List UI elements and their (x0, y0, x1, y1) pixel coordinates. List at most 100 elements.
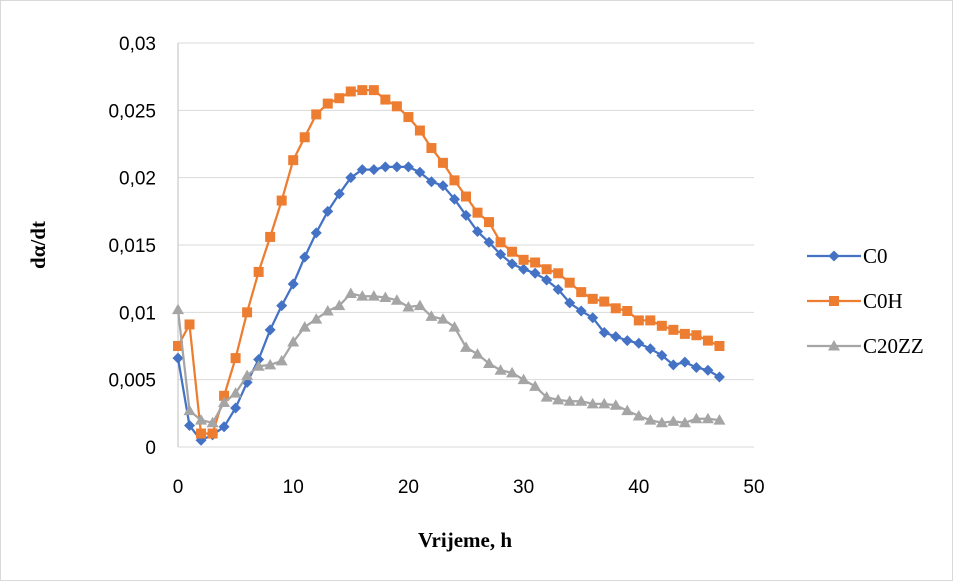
data-point-c0h (357, 85, 368, 96)
legend-label-c20zz: C20ZZ (863, 334, 924, 358)
data-point-c0 (437, 180, 449, 192)
data-point-c0h (276, 195, 287, 206)
data-point-c0 (656, 349, 668, 361)
y-tick-label: 0,015 (108, 236, 156, 257)
data-point-c0h (449, 175, 460, 186)
data-point-c20zz (575, 395, 588, 406)
data-point-c0 (644, 343, 656, 355)
data-point-c20zz (379, 291, 392, 303)
data-point-c20zz (563, 395, 576, 406)
data-point-c20zz (344, 287, 357, 298)
data-point-c0 (264, 324, 276, 336)
data-point-c0 (218, 421, 230, 433)
data-point-c0 (667, 359, 679, 371)
y-tick-label: 0,02 (119, 169, 156, 190)
data-point-c0 (184, 419, 196, 431)
data-point-c20zz (471, 348, 484, 359)
legend-label-c0h: C0H (863, 289, 903, 313)
data-point-c0 (690, 362, 702, 374)
data-point-c0 (633, 337, 645, 349)
data-point-c20zz (206, 416, 219, 428)
data-point-c0 (702, 364, 714, 376)
data-point-c20zz (483, 357, 496, 369)
data-point-c20zz (644, 414, 657, 425)
data-point-c20zz (586, 397, 599, 409)
data-point-c0h (196, 428, 207, 439)
x-axis-title: Vrijeme, h (418, 528, 512, 552)
data-point-c0 (529, 267, 541, 279)
data-point-c0 (310, 227, 322, 239)
x-tick-label: 50 (743, 477, 764, 498)
data-point-c0h (702, 335, 713, 346)
data-point-c0 (322, 205, 334, 217)
y-tick-label: 0,025 (108, 101, 156, 122)
axis-layer: Vrijeme, h dα/dt 0 0,005 0,01 0,015 0,02 0,02… (26, 34, 765, 552)
data-point-c20zz (195, 414, 208, 425)
data-point-c0h (414, 125, 425, 136)
legend-label-c0: C0 (863, 244, 888, 268)
data-point-c0h (219, 390, 230, 401)
data-point-c0h (576, 287, 587, 298)
data-point-c0 (276, 300, 288, 312)
data-point-c0h (668, 324, 679, 335)
data-point-c0h (173, 341, 183, 351)
legend-item-c20zz: C20ZZ (807, 334, 924, 358)
data-point-c0 (483, 236, 495, 248)
y-tick-label: 0,01 (119, 303, 156, 324)
data-point-c0 (575, 305, 587, 317)
data-point-c0h (437, 157, 448, 168)
data-point-c20zz (609, 399, 622, 410)
data-point-c0h (288, 155, 299, 166)
data-point-c0h (265, 231, 276, 242)
data-point-c0h (587, 293, 598, 304)
series-c20zz (172, 287, 726, 428)
data-point-c0h (610, 303, 621, 314)
data-point-c20zz (390, 294, 403, 305)
data-point-c0h (530, 257, 541, 268)
data-point-c20zz (529, 380, 542, 391)
data-point-c0h (518, 254, 529, 265)
data-point-c0h (622, 305, 633, 316)
data-point-c20zz (172, 303, 184, 315)
data-point-c0h (461, 191, 471, 202)
data-point-c20zz (540, 391, 553, 402)
data-point-c0 (587, 312, 599, 324)
y-tick-label: 0,005 (108, 371, 156, 392)
legend-item-c0: C0 (807, 244, 888, 268)
data-point-c0 (172, 352, 184, 364)
data-point-c0 (230, 402, 242, 414)
data-point-c20zz (229, 387, 242, 398)
data-point-c20zz (298, 321, 311, 332)
data-point-c0h (472, 207, 483, 218)
data-point-c0 (402, 161, 414, 173)
data-point-c20zz (333, 299, 346, 311)
legend-marker-c0h (829, 296, 839, 306)
data-point-c20zz (183, 404, 196, 416)
data-point-c0h (656, 320, 667, 331)
data-point-c0h (368, 85, 379, 96)
data-point-c20zz (218, 396, 231, 408)
data-point-c0h (426, 143, 437, 154)
data-point-c0 (299, 251, 311, 263)
data-point-c0h (184, 319, 195, 330)
x-tick-label: 40 (628, 477, 649, 498)
data-point-c20zz (321, 304, 334, 316)
data-point-c20zz (690, 412, 703, 424)
data-point-c20zz (356, 290, 369, 301)
data-point-c20zz (402, 300, 415, 312)
data-point-c0h (564, 277, 575, 288)
data-point-c20zz (310, 313, 323, 324)
data-point-c0 (356, 164, 368, 176)
data-point-c0h (645, 315, 656, 326)
y-axis-title: dα/dt (26, 221, 50, 269)
data-point-c0h (311, 109, 322, 120)
data-point-c0h (207, 428, 218, 439)
series-line-c0 (176, 165, 720, 442)
data-point-c20zz (448, 321, 461, 332)
data-point-c0 (391, 161, 403, 173)
data-point-c0h (242, 307, 253, 318)
data-point-c0 (414, 166, 426, 178)
data-point-c0 (713, 371, 725, 383)
data-point-c0 (506, 258, 518, 270)
